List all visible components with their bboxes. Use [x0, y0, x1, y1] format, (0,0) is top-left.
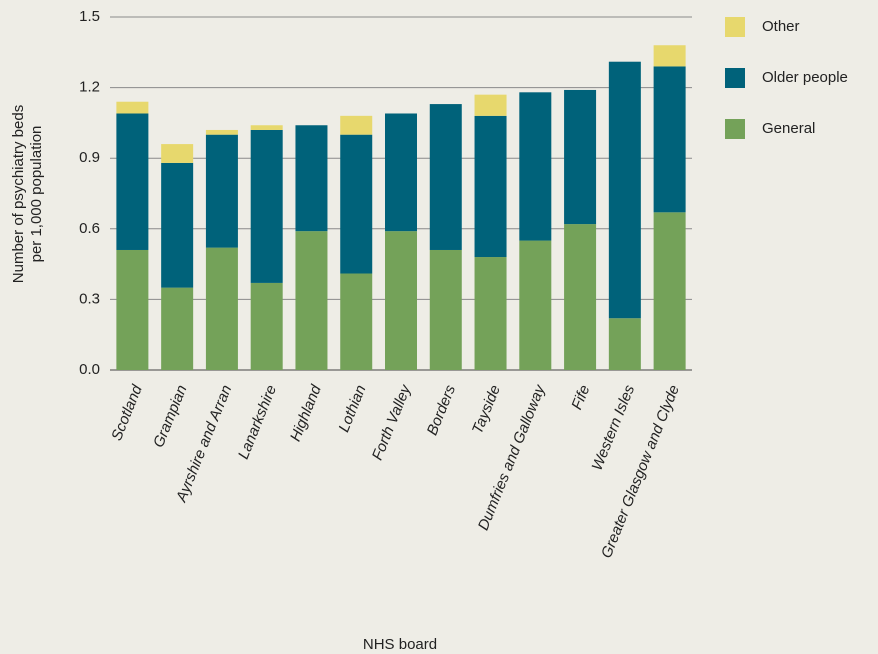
bar-segment [564, 224, 597, 370]
bar-segment [519, 240, 552, 370]
y-axis-title: Number of psychiatry beds per 1,000 popu… [10, 105, 45, 283]
bar-segment [385, 231, 417, 370]
bar-segment [653, 45, 686, 67]
bar-segment [653, 66, 686, 213]
bar-segment [385, 113, 417, 232]
bar-segment [161, 287, 194, 370]
x-tick-label: Borders [424, 382, 460, 438]
bar-segment [608, 318, 641, 370]
x-tick-label: Lanarkshire [235, 383, 280, 462]
y-tick-label: 0.9 [79, 149, 100, 166]
bar-segment [340, 273, 373, 370]
legend-swatch [725, 119, 745, 139]
legend-swatch [725, 68, 745, 88]
y-tick-label: 1.2 [79, 79, 100, 96]
y-tick-label: 0.3 [79, 290, 100, 307]
x-axis-title: NHS board [363, 636, 437, 653]
y-tick-label: 0.6 [79, 220, 100, 237]
x-tick-label: Grampian [150, 383, 190, 450]
bar-segment [116, 101, 149, 114]
bar-segment [564, 89, 597, 225]
y-tick-label: 0.0 [79, 361, 100, 378]
bar-segment [161, 162, 194, 288]
bar-segment [161, 144, 194, 163]
bar-segment [474, 94, 507, 116]
legend-label: General [762, 120, 815, 137]
bar-segment [205, 129, 238, 135]
bar-segment [474, 257, 507, 370]
bar-segment [116, 113, 149, 250]
bar-segment [608, 61, 641, 319]
x-tick-label: Fife [568, 383, 593, 413]
x-tick-label: Scotland [108, 382, 146, 443]
bar-segment [250, 129, 283, 283]
bar-segment [519, 92, 552, 241]
bar-segment [205, 247, 238, 370]
x-tick-label: Forth Valley [369, 381, 415, 462]
bar-segment [116, 249, 149, 370]
x-tick-label: Western Isles [589, 382, 639, 473]
legend-label: Other [762, 18, 800, 35]
bar-segment [340, 115, 373, 135]
legend-label: Older people [762, 69, 848, 86]
y-axis-title-line: Number of psychiatry beds [10, 105, 27, 283]
x-tick-label: Highland [287, 382, 325, 444]
x-tick-label: Tayside [469, 383, 504, 437]
legend-swatch [725, 17, 745, 37]
bar-segment [653, 212, 686, 370]
bar-segment [250, 282, 283, 370]
bar-segment [474, 115, 507, 258]
bar-segment [295, 231, 328, 370]
bar-segment [429, 249, 462, 370]
y-tick-label: 1.5 [79, 8, 100, 25]
y-axis-title-line: per 1,000 population [28, 126, 45, 263]
bar-segment [250, 125, 283, 130]
bar-segment [429, 104, 462, 250]
bar-segment [205, 134, 238, 248]
bar-segment [340, 134, 373, 274]
bar-segment [295, 125, 328, 232]
x-tick-label: Lothian [335, 383, 369, 435]
